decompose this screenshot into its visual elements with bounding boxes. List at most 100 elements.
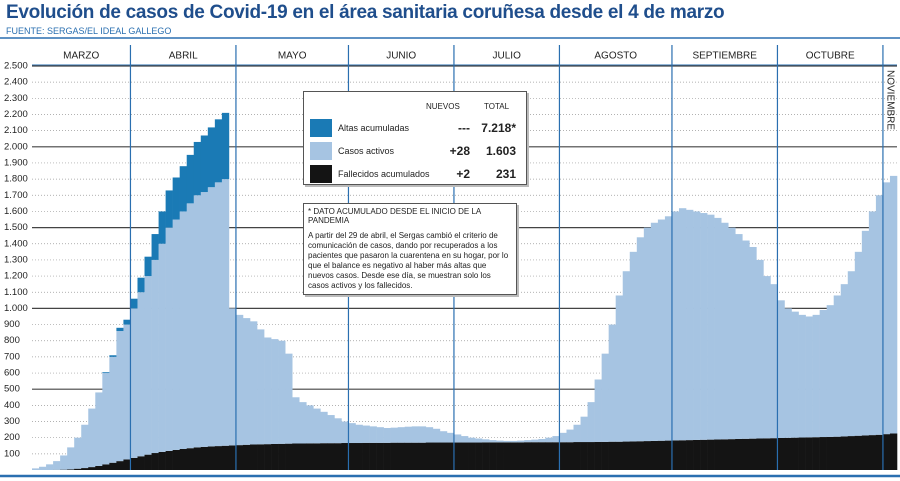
bar-segment [228,308,237,446]
bar-segment [172,449,180,470]
bar-segment [158,211,166,244]
bar-segment [686,209,694,441]
bar-segment [671,440,680,470]
bar-segment [123,319,131,325]
bar-segment [566,442,574,470]
bar-segment [214,119,223,183]
bar-segment [580,416,588,443]
bar-segment [693,439,701,470]
bar-segment [235,445,244,470]
y-tick-label: 2.400 [4,77,28,88]
bar-segment [643,441,652,470]
bar-segment [411,426,420,443]
bar-segment [728,439,736,470]
bar-segment [432,442,441,470]
bar-segment [151,234,159,260]
bar-segment [334,443,342,470]
bar-segment [425,427,434,443]
bar-segment [95,465,103,470]
bar-segment [144,454,152,470]
bar-segment [636,237,645,442]
bar-segment [714,217,722,440]
y-tick-label: 800 [4,335,20,346]
bar-segment [179,211,188,449]
bar-segment [88,408,96,468]
bar-segment [777,438,785,470]
bar-segment [496,442,504,470]
y-tick-label: 600 [4,368,20,379]
bar-segment [693,211,701,440]
legend-header: NUEVOS [426,102,460,111]
bar-segment [334,418,342,444]
bar-segment [742,240,750,439]
bar-segment [271,339,279,444]
bar-segment [503,442,511,470]
bar-segment [468,437,476,443]
y-tick-label: 1.100 [4,287,28,298]
bar-segment [264,337,272,445]
bar-segment [657,219,666,441]
bar-segment [341,421,349,444]
bar-segment [503,440,511,443]
bar-segment [123,324,131,460]
bar-segment [763,276,771,439]
bar-segment [292,443,300,470]
bar-segment [383,442,391,470]
bar-segment [53,461,61,470]
bar-segment [144,256,152,277]
bar-segment [130,298,138,309]
bar-segment [510,442,518,470]
bar-segment [812,314,820,438]
bar-segment [489,442,497,470]
x-tick-label: MAYO [278,51,307,62]
bar-segment [250,321,258,445]
bar-segment [749,246,757,439]
x-tick-label: AGOSTO [594,51,637,62]
bar-segment [587,442,595,470]
bar-segment [306,443,314,470]
bar-segment [889,175,898,434]
bar-segment [102,373,110,465]
y-tick-label: 2.300 [4,93,28,104]
bar-segment [538,438,546,443]
bar-segment [235,314,244,446]
bar-segment [123,459,131,470]
bar-segment [524,442,532,470]
bar-segment [306,405,314,444]
y-tick-label: 2.200 [4,109,28,120]
bar-segment [446,442,455,470]
bar-segment [186,154,195,204]
bar-segment [643,227,652,442]
bar-segment [207,446,216,470]
legend-item: Fallecidos acumulados +2 231 [310,165,520,183]
bar-segment [566,429,574,443]
bar-segment [369,442,377,470]
bar-segment [397,442,406,470]
bar-segment [889,433,898,470]
bar-segment [798,314,806,438]
bar-segment [200,192,209,447]
bar-segment [172,177,180,220]
x-tick-label: OCTUBRE [806,51,855,62]
bar-segment [531,442,539,470]
bar-segment [489,440,497,443]
bar-segment [833,436,842,470]
legend-swatch [310,119,332,137]
bar-segment [510,440,518,443]
bar-segment [130,308,138,458]
legend-item: Casos activos +28 1.603 [310,142,520,160]
bar-segment [264,444,272,470]
bar-segment [109,356,117,463]
bar-segment [207,187,216,447]
bar-segment [517,440,525,443]
bar-segment [207,127,216,188]
legend-item: Altas acumuladas --- 7.218* [310,119,520,137]
y-tick-label: 400 [4,400,20,411]
bar-segment [805,437,813,470]
y-tick-label: 1.400 [4,238,28,249]
bar-segment [418,442,427,470]
bar-segment [749,438,757,470]
bar-segment [664,440,673,470]
bar-segment [559,432,567,443]
bar-segment [116,461,124,470]
